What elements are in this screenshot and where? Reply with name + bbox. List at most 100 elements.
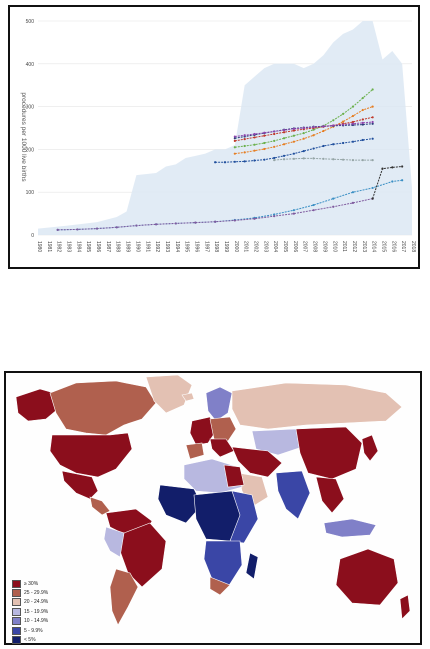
map-region-western-europe [189, 416, 217, 446]
data-point [361, 121, 364, 124]
map-region-italy-balkans [209, 438, 235, 458]
map-region-indonesia [323, 518, 377, 538]
data-point [312, 126, 315, 129]
data-point [351, 105, 355, 108]
map-region-central-europe [209, 416, 237, 442]
data-point [273, 145, 276, 148]
x-tick-label: 2017 [400, 241, 406, 252]
series-line [372, 166, 403, 199]
data-point [302, 132, 305, 135]
data-point [273, 130, 276, 133]
data-point [351, 122, 355, 125]
x-tick-label: 1993 [164, 241, 170, 252]
data-point [174, 222, 177, 225]
legend-label: ≥ 30% [24, 580, 39, 587]
legend-label: < 5% [24, 637, 36, 644]
data-point [95, 227, 99, 230]
data-point [282, 158, 286, 161]
map-region-iceland [181, 392, 195, 402]
x-tick-label: 1987 [105, 241, 111, 252]
data-point [292, 209, 295, 212]
data-point [351, 120, 355, 124]
data-point [263, 134, 266, 137]
data-point [263, 147, 266, 151]
data-point [371, 137, 374, 140]
data-point [214, 220, 217, 223]
data-point [282, 137, 286, 140]
data-point [76, 228, 79, 231]
data-point [214, 161, 217, 164]
data-point [361, 123, 364, 126]
x-tick-label: 2018 [410, 241, 416, 252]
series-lines [56, 88, 404, 231]
legend-swatch [12, 636, 21, 645]
x-tick-label: 2012 [351, 241, 357, 252]
y-tick-label: 0 [31, 233, 34, 239]
data-point [351, 114, 355, 118]
data-point [292, 127, 295, 130]
line-chart: 1980 1981 1982 1983 1984 1985 1986 1987 1988 1989… [20, 19, 416, 252]
data-point [342, 112, 345, 115]
legend-swatch [12, 579, 21, 588]
range-band-area [38, 21, 412, 235]
data-point [371, 88, 374, 91]
map-region-iberia [185, 442, 205, 460]
x-tick-label: 2014 [371, 241, 377, 252]
x-tick-label: 2003 [262, 241, 268, 252]
map-region-canada [49, 380, 157, 436]
map-region-arabia [237, 472, 269, 508]
legend-label: 15 - 19.9% [24, 608, 49, 615]
x-tick-label: 1985 [85, 241, 91, 252]
data-point [371, 159, 374, 162]
data-point [282, 143, 286, 146]
data-point [282, 129, 286, 132]
data-point [302, 126, 305, 130]
data-point [332, 119, 335, 122]
data-point [282, 154, 286, 157]
y-tick-label: 100 [26, 190, 35, 196]
data-point [263, 141, 266, 145]
y-tick-label: 500 [26, 19, 35, 25]
data-point [263, 158, 266, 161]
data-point [56, 228, 59, 231]
data-point [253, 136, 256, 139]
data-point [312, 134, 315, 137]
x-tick-label: 1992 [154, 241, 160, 252]
legend-label: 25 - 29.9% [24, 590, 49, 597]
map-region-alaska [15, 388, 59, 422]
data-point [401, 165, 404, 168]
map-region-egypt [223, 464, 245, 488]
series-5 [214, 137, 374, 164]
data-point [263, 131, 266, 134]
data-point [155, 223, 158, 226]
x-tick-label: 2011 [341, 241, 347, 252]
x-tick-label: 1990 [134, 241, 140, 252]
data-point [371, 186, 374, 190]
x-tick-label: 2015 [380, 241, 386, 252]
x-tick-label: 2005 [282, 241, 288, 252]
data-point [233, 152, 236, 155]
data-point [233, 146, 236, 149]
x-tick-label: 1996 [193, 241, 199, 252]
x-tick-label: 1991 [144, 241, 150, 252]
data-point [282, 131, 286, 134]
data-point [253, 132, 256, 136]
data-point [332, 124, 335, 127]
data-point [351, 140, 355, 143]
map-region-russia [231, 382, 403, 430]
data-point [273, 139, 276, 142]
map-region-central-asia [251, 428, 303, 456]
map-region-east-africa [229, 490, 259, 544]
data-point [253, 217, 256, 220]
map-region-new-zealand [399, 594, 411, 620]
data-point [312, 128, 315, 131]
x-tick-label: 2008 [312, 241, 318, 252]
x-tick-label: 1998 [213, 241, 219, 252]
data-point [135, 224, 138, 227]
data-point [243, 144, 246, 148]
data-point [381, 167, 384, 170]
x-tick-label: 1999 [223, 241, 229, 252]
map-region-usa [49, 432, 133, 478]
data-point [292, 140, 295, 143]
data-point [302, 150, 305, 153]
